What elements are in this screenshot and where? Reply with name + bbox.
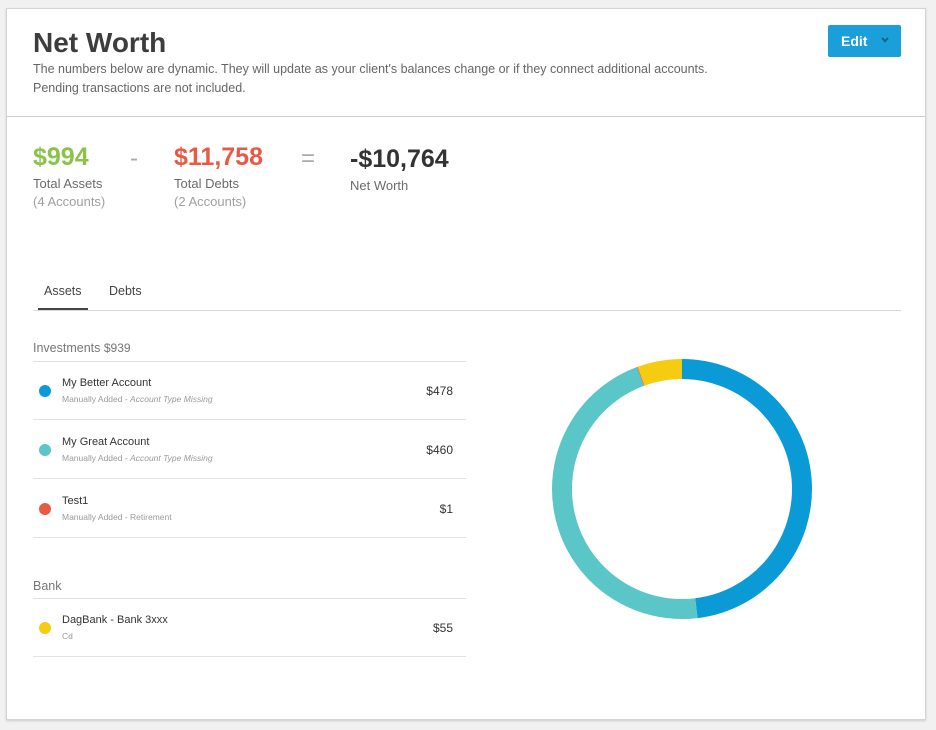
section-total: $939 <box>103 341 131 355</box>
donut-segment[interactable] <box>637 359 683 386</box>
account-color-dot <box>39 444 51 456</box>
section-title-investments: Investments $939 <box>33 341 131 355</box>
section-title-bank: Bank <box>33 579 62 593</box>
edit-button[interactable]: Edit <box>828 25 901 57</box>
account-color-dot <box>39 622 51 634</box>
net-worth-summary: -$10,764 Net Worth <box>350 145 449 193</box>
account-row[interactable]: Test1 Manually Added - Retirement $1 <box>33 480 466 538</box>
account-balance: $478 <box>426 384 453 398</box>
account-meta: Manually Added - Account Type Missing <box>62 394 213 404</box>
divider <box>33 361 466 362</box>
account-meta: Cd <box>62 631 73 641</box>
account-row[interactable]: My Great Account Manually Added - Accoun… <box>33 421 466 479</box>
tabs: Assets Debts <box>33 281 901 311</box>
tab-debts[interactable]: Debts <box>109 284 142 298</box>
donut-segment[interactable] <box>681 359 812 619</box>
total-assets: $994 Total Assets (4 Accounts) <box>33 143 105 209</box>
asset-allocation-donut <box>552 359 812 619</box>
total-assets-count: (4 Accounts) <box>33 194 106 209</box>
total-debts-amount: $11,758 <box>174 143 263 171</box>
page-description: The numbers below are dynamic. They will… <box>33 60 793 98</box>
minus-operator: - <box>130 145 138 172</box>
description-line-1: The numbers below are dynamic. They will… <box>33 62 708 76</box>
account-color-dot <box>39 385 51 397</box>
total-debts: $11,758 Total Debts (2 Accounts) <box>174 143 263 209</box>
page-title: Net Worth <box>33 27 167 58</box>
header: Net Worth The numbers below are dynamic.… <box>7 9 925 117</box>
account-meta: Manually Added - Account Type Missing <box>62 453 213 463</box>
account-balance: $1 <box>439 502 453 516</box>
net-worth-amount: -$10,764 <box>350 145 449 173</box>
account-name: DagBank - Bank 3xxx <box>62 614 168 626</box>
divider <box>33 598 466 599</box>
section-name: Investments <box>33 341 101 355</box>
total-assets-amount: $994 <box>33 143 89 171</box>
total-debts-label: Total Debts <box>174 176 240 191</box>
account-name: My Better Account <box>62 377 152 389</box>
edit-button-label: Edit <box>841 33 868 49</box>
account-row[interactable]: My Better Account Manually Added - Accou… <box>33 362 466 420</box>
net-worth-card: Net Worth The numbers below are dynamic.… <box>6 8 926 720</box>
account-color-dot <box>39 503 51 515</box>
description-line-2: Pending transactions are not included. <box>33 81 246 95</box>
account-name: Test1 <box>62 495 89 507</box>
tab-assets[interactable]: Assets <box>38 284 87 310</box>
account-name: My Great Account <box>62 436 150 448</box>
equals-operator: = <box>301 145 316 172</box>
account-row[interactable]: DagBank - Bank 3xxx Cd $55 <box>33 599 466 657</box>
total-debts-count: (2 Accounts) <box>174 194 247 209</box>
donut-segment[interactable] <box>552 367 698 619</box>
account-balance: $460 <box>426 443 453 457</box>
section-name: Bank <box>33 579 62 593</box>
total-assets-label: Total Assets <box>33 176 103 191</box>
net-worth-label: Net Worth <box>350 178 409 193</box>
chevron-down-icon <box>881 37 889 43</box>
account-balance: $55 <box>432 621 453 635</box>
account-meta: Manually Added - Retirement <box>62 512 172 522</box>
